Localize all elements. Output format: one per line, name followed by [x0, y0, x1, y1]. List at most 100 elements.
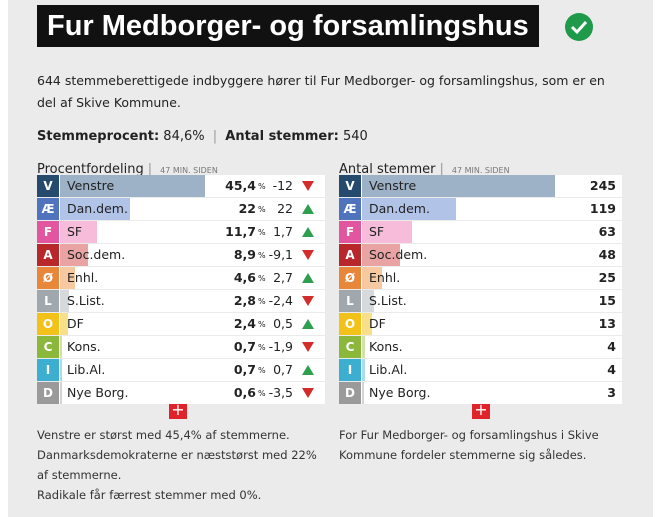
party-name: Kons. — [369, 339, 403, 354]
bar — [362, 382, 365, 404]
value: 245 — [589, 178, 616, 193]
trend-icon — [302, 296, 314, 306]
footer-left: Venstre er størst med 45,4% af stemmerne… — [37, 425, 327, 505]
party-letter: L — [339, 290, 361, 312]
trend-icon — [302, 319, 314, 329]
stats: Stemmeprocent: 84,6% | Antal stemmer: 54… — [37, 129, 368, 144]
row: A Soc.dem. 8,9% -9,1 — [37, 244, 325, 266]
page: Fur Medborger- og forsamlingshus 644 ste… — [8, 0, 653, 517]
change: 0,7 — [273, 362, 293, 377]
party-name: S.List. — [369, 293, 407, 308]
row: Æ Dan.dem. 119 — [339, 198, 622, 220]
row: V Venstre 245 — [339, 175, 622, 197]
bar — [60, 313, 68, 335]
party-name: Enhl. — [67, 270, 99, 285]
bar — [60, 336, 63, 358]
stat-value: 84,6% — [163, 129, 205, 144]
unit: % — [258, 320, 266, 329]
separator: | — [147, 162, 153, 177]
footer-line: Danmarksdemokraterne er næststørst med 2… — [37, 448, 317, 482]
row: V Venstre 45,4% -12 — [37, 175, 325, 197]
change: -1,9 — [268, 339, 293, 354]
party-name: Enhl. — [369, 270, 401, 285]
row: C Kons. 0,7% -1,9 — [37, 336, 325, 358]
party-letter: F — [339, 221, 361, 243]
unit: % — [258, 182, 266, 191]
trend-icon — [302, 227, 314, 237]
bar — [60, 221, 98, 243]
bar — [60, 359, 63, 381]
value: 15 — [598, 293, 616, 308]
value: 4 — [607, 339, 616, 354]
party-name: Venstre — [67, 178, 115, 193]
party-name: Dan.dem. — [67, 201, 128, 216]
party-name: DF — [67, 316, 84, 331]
bar — [60, 267, 75, 289]
row: D Nye Borg. 0,6% -3,5 — [37, 382, 325, 404]
bar — [60, 382, 62, 404]
value: 0,6 — [233, 385, 256, 400]
footer-right: For Fur Medborger- og forsamlingshus i S… — [339, 428, 599, 462]
change: 1,7 — [273, 224, 293, 239]
party-name: Kons. — [67, 339, 101, 354]
bar — [362, 175, 555, 197]
bar — [362, 267, 382, 289]
trend-icon — [302, 204, 314, 214]
value: 0,7 — [233, 362, 256, 377]
value: 48 — [598, 247, 616, 262]
expand-button[interactable]: + — [472, 401, 490, 419]
row: Æ Dan.dem. 22% 22 — [37, 198, 325, 220]
party-letter: D — [339, 382, 361, 404]
expand-button[interactable]: + — [169, 401, 187, 419]
value: 8,9 — [233, 247, 256, 262]
value: 2,4 — [233, 316, 256, 331]
bar — [362, 244, 400, 266]
table-title: Antal stemmer | 47 MIN. SIDEN — [339, 162, 510, 177]
separator: | — [439, 162, 444, 177]
party-name: Nye Borg. — [369, 385, 431, 400]
value: 4 — [607, 362, 616, 377]
row: I Lib.Al. 0,7% 0,7 — [37, 359, 325, 381]
party-letter: C — [37, 336, 59, 358]
stat-label: Antal stemmer: — [225, 129, 339, 144]
unit: % — [258, 297, 266, 306]
updated: 47 MIN. SIDEN — [451, 166, 510, 175]
row: D Nye Borg. 3 — [339, 382, 622, 404]
change: 2,7 — [273, 270, 293, 285]
row: F SF 63 — [339, 221, 622, 243]
change: 22 — [277, 201, 293, 216]
row: C Kons. 4 — [339, 336, 622, 358]
trend-icon — [302, 181, 314, 191]
party-letter: A — [339, 244, 361, 266]
row: Ø Enhl. 4,6% 2,7 — [37, 267, 325, 289]
row: I Lib.Al. 4 — [339, 359, 622, 381]
trend-icon — [302, 365, 314, 375]
stat-label: Stemmeprocent: — [37, 129, 160, 144]
party-name: Soc.dem. — [369, 247, 428, 262]
row: O DF 13 — [339, 313, 622, 335]
bar — [362, 198, 456, 220]
party-letter: Æ — [339, 198, 361, 220]
party-name: Lib.Al. — [369, 362, 408, 377]
trend-icon — [302, 250, 314, 260]
change: -2,4 — [268, 293, 293, 308]
party-name: Soc.dem. — [67, 247, 126, 262]
change: -9,1 — [268, 247, 293, 262]
stat-value: 540 — [343, 129, 368, 144]
bar — [60, 244, 89, 266]
bar — [362, 313, 373, 335]
party-letter: V — [339, 175, 361, 197]
row: F SF 11,7% 1,7 — [37, 221, 325, 243]
party-name: SF — [369, 224, 385, 239]
party-letter: A — [37, 244, 59, 266]
bar — [60, 290, 69, 312]
party-name: S.List. — [67, 293, 105, 308]
footer-line: Venstre er størst med 45,4% af stemmerne… — [37, 428, 290, 442]
value: 0,7 — [233, 339, 256, 354]
change: 0,5 — [273, 316, 293, 331]
row: L S.List. 2,8% -2,4 — [37, 290, 325, 312]
change: -3,5 — [268, 385, 293, 400]
party-letter: V — [37, 175, 59, 197]
check-icon — [565, 13, 593, 41]
unit: % — [258, 366, 266, 375]
